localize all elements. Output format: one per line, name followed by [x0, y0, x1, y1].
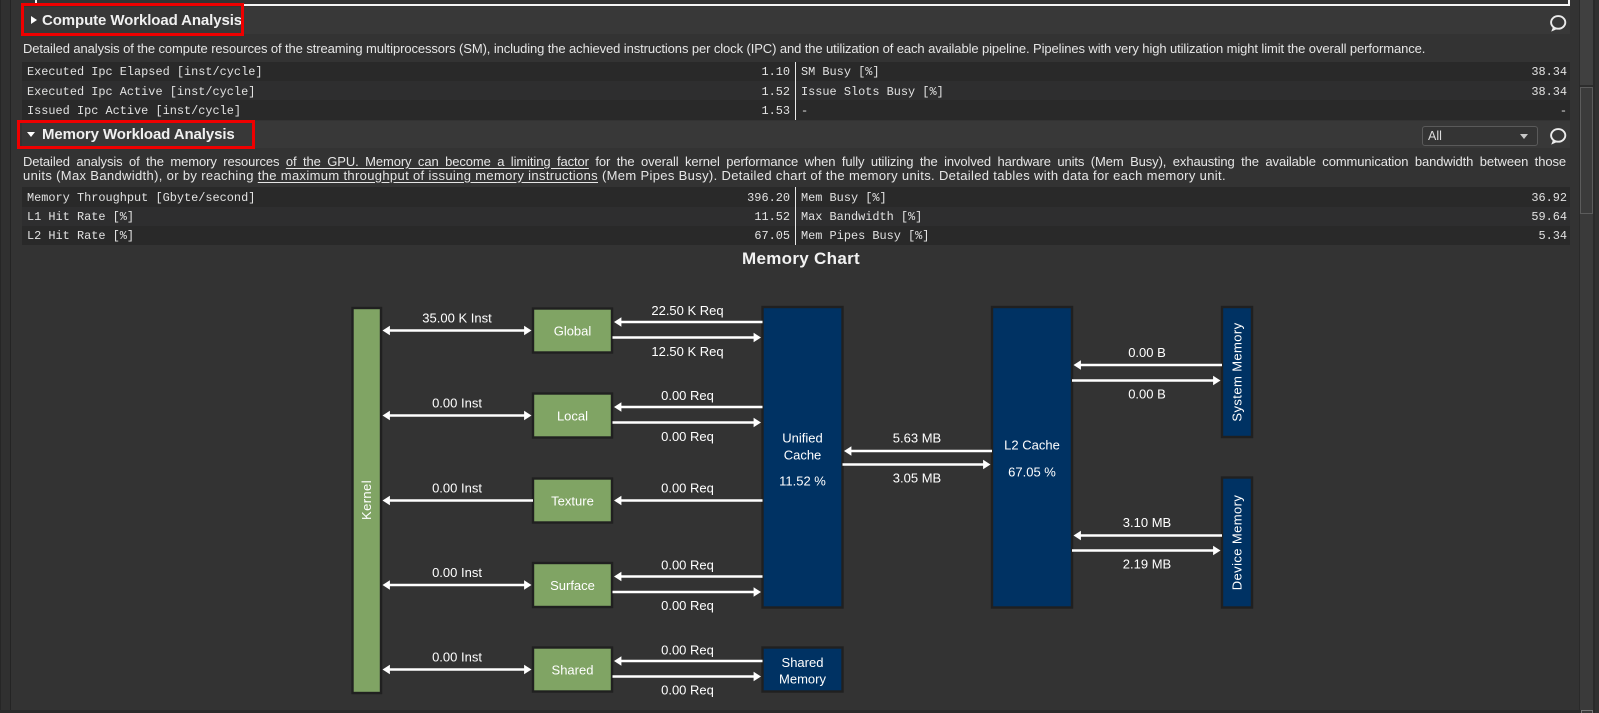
svg-text:0.00 Req: 0.00 Req [661, 598, 714, 613]
svg-text:0.00 B: 0.00 B [1128, 387, 1166, 402]
svg-text:0.00 Req: 0.00 Req [661, 683, 714, 698]
svg-text:0.00 Req: 0.00 Req [661, 558, 714, 573]
svg-text:0.00 Inst: 0.00 Inst [432, 396, 482, 411]
svg-text:Memory Chart: Memory Chart [742, 249, 860, 268]
svg-text:0.00 Req: 0.00 Req [661, 388, 714, 403]
svg-text:Texture: Texture [551, 494, 594, 509]
svg-text:Global: Global [554, 324, 592, 339]
svg-text:12.50 K Req: 12.50 K Req [651, 344, 723, 359]
svg-text:Shared: Shared [552, 663, 594, 678]
svg-text:5.63 MB: 5.63 MB [893, 431, 941, 446]
svg-text:Memory: Memory [779, 672, 826, 687]
svg-text:35.00 K Inst: 35.00 K Inst [422, 311, 492, 326]
svg-text:Unified: Unified [782, 431, 822, 446]
svg-text:Surface: Surface [550, 578, 595, 593]
svg-text:3.10 MB: 3.10 MB [1123, 515, 1171, 530]
svg-text:67.05 %: 67.05 % [1008, 465, 1056, 480]
svg-text:0.00 Inst: 0.00 Inst [432, 481, 482, 496]
svg-text:0.00 Req: 0.00 Req [661, 643, 714, 658]
svg-text:System Memory: System Memory [1230, 322, 1245, 421]
svg-text:22.50 K Req: 22.50 K Req [651, 303, 723, 318]
svg-text:0.00 Req: 0.00 Req [661, 481, 714, 496]
svg-text:Shared: Shared [782, 655, 824, 670]
svg-text:0.00 Inst: 0.00 Inst [432, 565, 482, 580]
svg-text:L2 Cache: L2 Cache [1004, 438, 1060, 453]
svg-text:2.19 MB: 2.19 MB [1123, 557, 1171, 572]
svg-text:Kernel: Kernel [359, 480, 374, 520]
svg-text:0.00 B: 0.00 B [1128, 345, 1166, 360]
svg-text:3.05 MB: 3.05 MB [893, 471, 941, 486]
svg-text:0.00 Inst: 0.00 Inst [432, 650, 482, 665]
svg-text:Local: Local [557, 409, 588, 424]
svg-text:0.00 Req: 0.00 Req [661, 429, 714, 444]
svg-text:11.52 %: 11.52 % [779, 474, 826, 489]
svg-text:Device Memory: Device Memory [1230, 495, 1245, 591]
svg-text:Cache: Cache [784, 448, 822, 463]
